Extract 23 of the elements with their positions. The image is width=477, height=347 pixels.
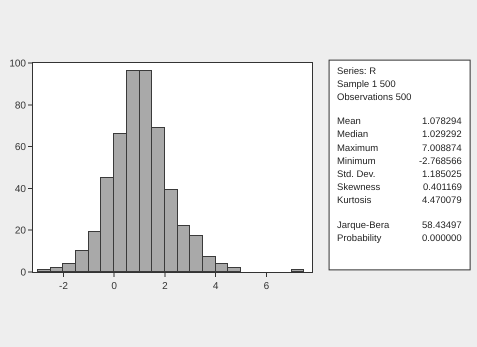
x-tick-label: 4 [212,281,219,292]
y-tick-label: 0 [20,268,26,278]
y-tick-label: 100 [9,58,26,70]
y-tick-label: 60 [14,142,26,154]
text: Minimum -2.768566 [337,156,462,167]
y-tick-label: 20 [14,226,26,237]
text: Std. Dev. 1.185025 [337,169,462,180]
x-tick-label: 6 [264,281,270,292]
text: Maximum 7.008874 [337,143,462,154]
x-tick-label: 0 [111,281,118,292]
text: Skewness 0.401169 [337,182,462,193]
x-tick-label: 2 [162,281,168,292]
text: Mean 1.078294 [337,116,462,127]
y-tick-label: 80 [14,100,26,112]
text: Series: R [337,66,376,77]
text: Median 1.029292 [337,129,462,140]
text: Jarque-Bera 58.43497 [337,220,462,231]
y-tick-label: 40 [14,184,26,195]
x-tick-label: -2 [58,281,68,292]
text: Observations 500 [337,92,412,103]
text: Kurtosis 4.470079 [337,195,462,206]
text: Probability 0.000000 [337,233,462,244]
text: Sample 1 500 [337,79,396,90]
